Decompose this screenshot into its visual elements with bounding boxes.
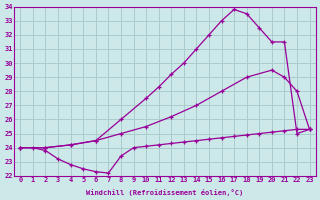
X-axis label: Windchill (Refroidissement éolien,°C): Windchill (Refroidissement éolien,°C) bbox=[86, 189, 244, 196]
